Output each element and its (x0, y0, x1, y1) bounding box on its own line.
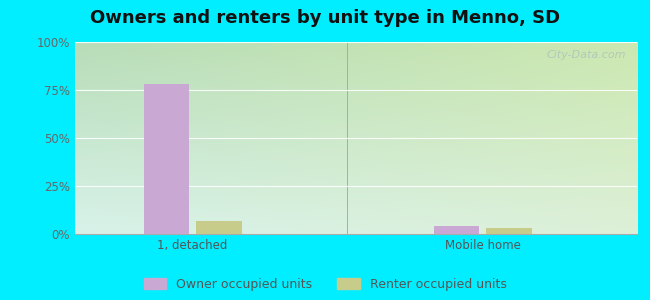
Bar (144, 84, 189, 234)
Bar (486, 228, 532, 234)
Text: Owners and renters by unit type in Menno, SD: Owners and renters by unit type in Menno… (90, 9, 560, 27)
Text: City-Data.com: City-Data.com (546, 50, 626, 60)
Bar (196, 220, 242, 234)
Legend: Owner occupied units, Renter occupied units: Owner occupied units, Renter occupied un… (144, 278, 506, 291)
Bar (434, 226, 479, 234)
